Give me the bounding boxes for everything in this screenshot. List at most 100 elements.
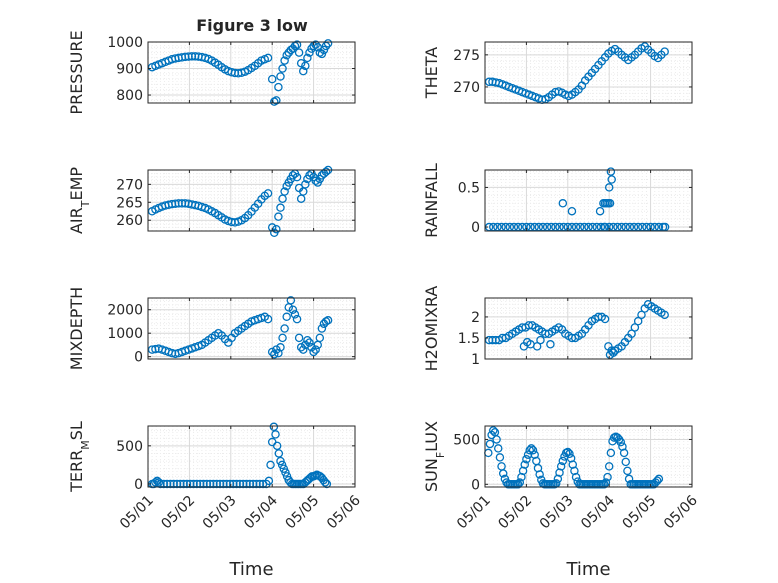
data-point (606, 448, 616, 458)
y-tick-label: 0 (471, 220, 480, 236)
y-axis-label: H2OMIXRA (422, 286, 441, 372)
data-point (292, 314, 302, 324)
data-point (495, 453, 505, 462)
y-tick-label: 260 (116, 213, 143, 229)
x-tick-label: 05/03 (200, 493, 240, 533)
y-tick-label: 275 (453, 48, 480, 64)
y-axis-label: MIXDEPTH (67, 287, 86, 370)
data-point (660, 47, 669, 56)
y-tick-label: 0 (134, 350, 143, 366)
data-point (263, 314, 273, 324)
data-point (277, 460, 287, 470)
y-tick-label: 800 (116, 88, 143, 104)
axes-box (147, 169, 356, 232)
data-point (323, 316, 333, 325)
x-tick-label: 05/05 (620, 493, 660, 533)
subplot-8: 0 500 SUNFLUX 05/01 05/02 05/03 05/04 05/05 05/0… (422, 421, 701, 580)
x-tick-label: 05/06 (324, 492, 364, 532)
data-point (565, 449, 574, 459)
data-point (274, 348, 283, 358)
data-point (571, 472, 581, 482)
axes-box (484, 297, 693, 360)
data-point (606, 167, 616, 176)
data-point (151, 478, 160, 487)
data-point (492, 435, 501, 444)
data-point (600, 314, 610, 324)
data-point (298, 66, 308, 76)
y-tick-label: 0.5 (458, 180, 480, 196)
axes-box (484, 169, 693, 232)
data-point (616, 437, 626, 447)
data-point (281, 468, 290, 477)
x-axis-label: Time (228, 559, 273, 580)
x-tick-label: 05/04 (241, 492, 281, 532)
data-point (321, 167, 331, 177)
data-point (660, 310, 669, 320)
data-point (272, 96, 281, 105)
data-point (303, 53, 312, 63)
data-point (532, 342, 542, 351)
data-point (604, 183, 614, 192)
data-point (280, 324, 289, 333)
data-point (604, 462, 614, 471)
data-point (317, 49, 327, 59)
y-tick-label: 265 (116, 195, 143, 211)
data-point (556, 462, 566, 471)
y-tick-label: 0 (134, 477, 143, 493)
data-point (292, 172, 302, 182)
data-point (498, 469, 508, 478)
data-point (567, 206, 577, 216)
x-tick-label: 05/02 (495, 493, 535, 533)
data-point (298, 345, 308, 354)
x-tick-label: 05/01 (454, 493, 494, 533)
data-point (515, 478, 525, 487)
y-axis-label: AIRTEMP (67, 167, 92, 234)
data-point (311, 40, 320, 49)
data-point (607, 175, 616, 184)
data-point (319, 45, 329, 55)
axes-box (147, 41, 356, 104)
y-axis-label: PRESSURE (67, 30, 86, 114)
data-point (605, 199, 615, 208)
data-point (276, 456, 285, 466)
figure-title: Figure 3 low (196, 16, 308, 35)
data-point (278, 333, 287, 343)
data-point (272, 441, 282, 451)
axes-box (484, 41, 693, 104)
data-point (278, 64, 287, 73)
data-point (601, 478, 611, 487)
data-point (280, 56, 289, 65)
data-point (535, 470, 544, 479)
y-axis-label: SUNFLUX (422, 421, 447, 492)
data-point (619, 448, 629, 458)
y-tick-label: 0 (471, 477, 480, 493)
x-tick-label: 05/01 (117, 493, 157, 533)
data-point (286, 296, 296, 305)
data-point (279, 464, 289, 473)
data-point (520, 460, 529, 469)
subplot-1: 800 900 1000 PRESSURE (67, 30, 356, 115)
data-point (270, 350, 279, 359)
axes-box (484, 425, 693, 488)
data-point (288, 305, 298, 314)
y-tick-label: 500 (116, 439, 143, 455)
data-point (603, 472, 612, 482)
y-tick-label: 270 (116, 177, 143, 193)
data-point (305, 338, 314, 347)
data-point (595, 206, 605, 216)
data-point (527, 444, 536, 453)
data-point (627, 329, 636, 339)
data-point (528, 445, 538, 455)
y-tick-label: 2 (471, 310, 480, 326)
data-point (654, 474, 664, 484)
data-point (301, 61, 310, 71)
y-axis-label: RAINFALL (422, 163, 441, 238)
data-point (276, 72, 285, 81)
subplot-7: 0 500 TERRMSL 05/01 05/02 05/03 05/04 05/05 05/0… (67, 421, 364, 580)
data-point (288, 171, 298, 180)
data-point (320, 478, 330, 487)
data-point (274, 449, 284, 458)
y-tick-label: 270 (453, 80, 480, 96)
data-point (489, 426, 498, 435)
subplot-3: 260 265 270 AIRTEMP (67, 165, 356, 238)
